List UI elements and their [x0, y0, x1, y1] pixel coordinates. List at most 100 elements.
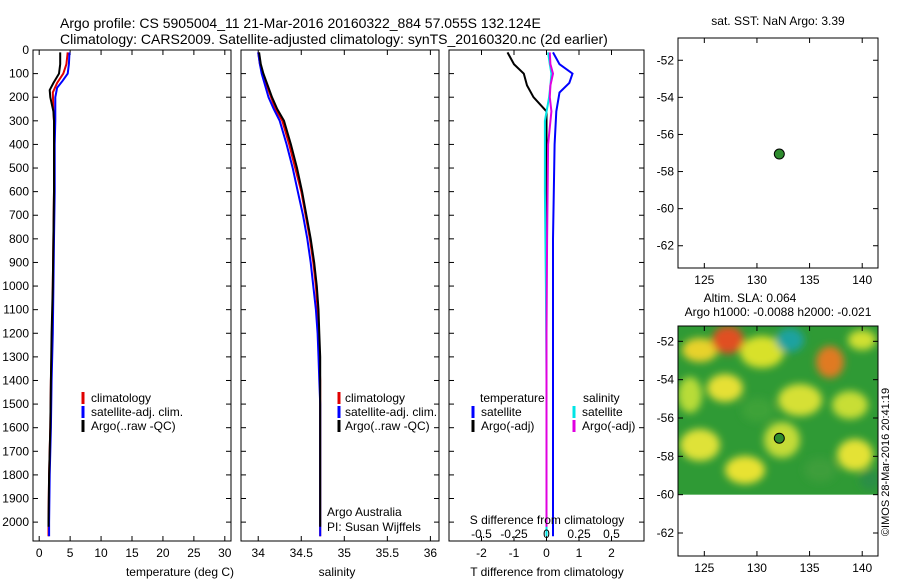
s-difference-label: S difference from climatology	[470, 513, 625, 527]
y-tick-label: 500	[9, 161, 29, 175]
y-tick-label: -56	[657, 127, 675, 141]
y-tick-label: 900	[9, 255, 29, 269]
y-tick-label: -54	[657, 90, 675, 104]
series-line-argo	[47, 52, 62, 527]
s-tick-label: 0.5	[603, 527, 620, 541]
plot-frame	[240, 49, 440, 542]
salinity-xlabel: salinity	[319, 565, 356, 579]
x-tick-label: 36	[424, 546, 438, 560]
y-tick-label: -62	[657, 239, 675, 253]
x-tick-label: 0	[36, 546, 43, 560]
legend-label-climatology: climatology	[345, 391, 405, 405]
x-tick-label: 140	[852, 273, 872, 287]
sla-blob	[848, 330, 876, 350]
legend-label-s-argo: Argo(-adj)	[582, 419, 635, 433]
x-tick-label: 25	[187, 546, 201, 560]
series-line-t-argo	[506, 51, 548, 527]
x-tick-label: 34.5	[290, 546, 314, 560]
x-tick-label: 35	[338, 546, 352, 560]
sla-blob	[678, 377, 702, 413]
y-tick-label: 1400	[2, 373, 29, 387]
x-tick-label: 20	[156, 546, 170, 560]
legend-label-s-satellite: satellite	[582, 405, 623, 419]
y-tick-label: -52	[657, 334, 675, 348]
y-tick-label: -60	[657, 488, 675, 502]
sla-blob	[776, 328, 804, 352]
sla-blob	[712, 326, 744, 354]
legend-label-satellite: satellite-adj. clim.	[91, 405, 183, 419]
temperature-panel: 0 5 10 15 20 25 300100200300400500600700800900…	[2, 43, 232, 560]
series-line-s-argo	[545, 52, 555, 527]
sla-map-title1: Altim. SLA: 0.064	[704, 291, 797, 305]
x-tick-label: 130	[747, 561, 767, 575]
y-tick-label: 700	[9, 208, 29, 222]
sla-blob	[837, 439, 873, 471]
y-tick-label: -56	[657, 411, 675, 425]
t-difference-xlabel: T difference from climatology	[470, 565, 624, 579]
y-tick-label: 1100	[3, 303, 29, 317]
x-tick-label: -1	[509, 546, 520, 560]
y-tick-label: 1700	[2, 444, 29, 458]
y-tick-label: -62	[657, 526, 675, 540]
legend-heading-temperature: temperature	[480, 391, 545, 405]
imos-timestamp: ©IMOS 28-Mar-2016 20:41:19	[880, 388, 892, 536]
credit-line2: PI: Susan Wijffels	[327, 520, 421, 534]
figure-title-line1: Argo profile: CS 5905004_11 21-Mar-2016 …	[60, 15, 541, 31]
sla-blob	[707, 374, 743, 402]
legend-heading-salinity: salinity	[583, 391, 620, 405]
sla-blob	[742, 398, 774, 422]
no-data-region	[678, 494, 878, 556]
x-tick-label: 5	[67, 546, 74, 560]
y-tick-label: -58	[657, 449, 675, 463]
y-tick-label: -52	[657, 53, 675, 67]
x-tick-label: 130	[747, 273, 767, 287]
x-tick-label: 125	[694, 273, 714, 287]
salinity-panel: 34 34.5 35 35.5 36	[240, 49, 440, 560]
sla-blob	[740, 336, 784, 368]
x-tick-label: 135	[800, 273, 820, 287]
y-tick-label: 100	[9, 67, 29, 81]
x-tick-label: 135	[800, 561, 820, 575]
legend-label-t-argo: Argo(-adj)	[481, 419, 534, 433]
x-tick-label: 35.5	[376, 546, 400, 560]
x-tick-label: 0	[543, 546, 550, 560]
sla-blob	[816, 346, 844, 378]
series-line-t-satellite	[552, 51, 574, 537]
y-tick-label: 0	[22, 43, 29, 57]
y-tick-label: 1200	[2, 326, 29, 340]
sla-map-panel: 125 130 135 140 -52 -54 -56 -58 -60 -62	[657, 325, 879, 575]
y-tick-label: 600	[9, 185, 29, 199]
x-tick-label: 34	[252, 546, 266, 560]
salinity-legend: climatology satellite-adj. clim. Argo(..…	[337, 391, 437, 433]
sla-blob	[725, 456, 765, 484]
legend-label-t-satellite: satellite	[481, 405, 522, 419]
s-tick-label: -0.5	[471, 527, 492, 541]
x-tick-label: 125	[694, 561, 714, 575]
y-tick-label: 1900	[2, 492, 29, 506]
sst-map-panel: 125 130 135 140 -52 -54 -56 -58 -60 -62	[657, 37, 879, 287]
y-tick-label: 400	[9, 137, 29, 151]
map-frame	[677, 37, 879, 269]
y-tick-label: 2000	[2, 515, 29, 529]
legend-label-climatology: climatology	[91, 391, 151, 405]
y-tick-label: 800	[9, 232, 29, 246]
series-line-satellite	[257, 52, 322, 537]
y-tick-label: 1600	[2, 421, 29, 435]
sla-blob	[778, 384, 822, 416]
sla-blob	[680, 429, 720, 461]
sla-blob	[832, 391, 868, 419]
x-tick-label: 15	[125, 546, 139, 560]
series-line-argo	[258, 52, 322, 527]
s-tick-label: 0	[543, 527, 550, 541]
sst-map-title: sat. SST: NaN Argo: 3.39	[711, 14, 845, 28]
x-tick-label: -2	[476, 546, 487, 560]
series-line-climatology	[47, 52, 69, 537]
temperature-xlabel: temperature (deg C)	[126, 565, 234, 579]
sla-blob	[860, 470, 878, 490]
x-tick-label: 1	[576, 546, 583, 560]
difference-panel: -2 -1 0 1 2 -0.5 -0.25 0 0.25 0.5	[448, 49, 645, 560]
difference-legend: temperature satellite Argo(-adj) salinit…	[471, 391, 635, 433]
temperature-legend: climatology satellite-adj. clim. Argo(..…	[81, 391, 183, 433]
y-tick-label: -58	[657, 165, 675, 179]
